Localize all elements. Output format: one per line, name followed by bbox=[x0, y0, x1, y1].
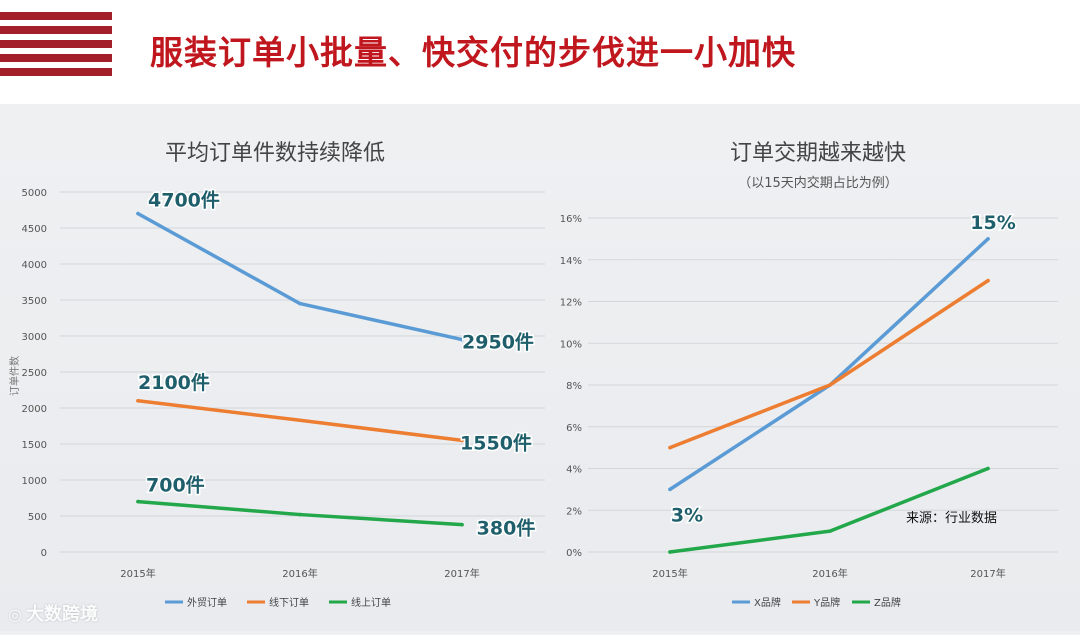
left-data-label: 380件 bbox=[477, 517, 536, 540]
left-x-tick-label: 2017年 bbox=[444, 567, 479, 580]
left-y-tick-label: 4500 bbox=[22, 224, 47, 235]
left-data-point bbox=[136, 211, 140, 216]
right-x-tick-label: 2015年 bbox=[652, 567, 687, 580]
left-data-label: 2950件 bbox=[462, 331, 534, 354]
left-x-tick-label: 2016年 bbox=[282, 567, 317, 580]
right-legend-label: X品牌 bbox=[754, 596, 781, 609]
right-data-point bbox=[828, 383, 832, 387]
left-data-point bbox=[136, 399, 140, 403]
page-title: 服装订单小批量、快交付的步伐进一小加快 bbox=[150, 33, 796, 72]
left-y-tick-label: 1000 bbox=[22, 476, 47, 487]
right-data-label: 15% bbox=[970, 212, 1015, 234]
right-data-point bbox=[828, 529, 832, 533]
right-y-tick-label: 0% bbox=[566, 548, 582, 559]
left-x-tick-label: 2015年 bbox=[120, 567, 155, 580]
right-data-point bbox=[986, 278, 990, 283]
left-y-tick-label: 4000 bbox=[22, 260, 47, 271]
right-data-point bbox=[668, 550, 672, 554]
left-data-label: 4700件 bbox=[148, 189, 220, 212]
right-legend-label: Z品牌 bbox=[874, 596, 901, 609]
charts-canvas: 平均订单件数持续降低 0 500 1000 1500 2000 2500 3000 3500 40… bbox=[8, 141, 1058, 609]
right-chart-title: 订单交期越来越快 bbox=[730, 141, 906, 166]
left-data-point bbox=[298, 512, 302, 517]
left-data-label: 2100件 bbox=[138, 371, 210, 394]
right-y-tick-label: 16% bbox=[560, 214, 582, 225]
left-y-tick-label: 2000 bbox=[22, 404, 47, 415]
right-y-tick-label: 6% bbox=[566, 423, 582, 434]
right-data-point bbox=[668, 487, 672, 492]
left-legend-label: 外贸订单 bbox=[187, 597, 227, 609]
left-data-point bbox=[460, 337, 464, 342]
right-data-point bbox=[986, 237, 990, 241]
right-data-point bbox=[986, 466, 990, 471]
left-data-point bbox=[460, 522, 464, 527]
source-note: 来源：行业数据 bbox=[906, 511, 998, 526]
right-data-point bbox=[668, 445, 672, 450]
right-y-tick-label: 8% bbox=[566, 381, 582, 392]
right-x-tick-label: 2016年 bbox=[812, 567, 847, 580]
right-y-tick-label: 10% bbox=[560, 339, 582, 350]
left-series-line-1 bbox=[136, 211, 464, 342]
left-y-tick-label: 3000 bbox=[22, 332, 47, 343]
right-y-tick-label: 12% bbox=[560, 298, 582, 309]
left-data-point bbox=[136, 499, 140, 504]
right-x-tick-label: 2017年 bbox=[970, 567, 1005, 580]
header-bar: 服装订单小批量、快交付的步伐进一小加快 bbox=[0, 0, 1080, 104]
left-y-tick-label: 5000 bbox=[22, 188, 47, 199]
left-y-tick-label: 3500 bbox=[22, 296, 47, 307]
watermark-logo-icon: ◎ bbox=[8, 605, 22, 624]
left-y-tick-label: 1500 bbox=[22, 440, 47, 451]
left-y-tick-label: 2500 bbox=[22, 368, 47, 379]
left-y-tick-label: 0 bbox=[41, 548, 47, 559]
left-data-point bbox=[298, 301, 302, 306]
left-y-tick-label: 500 bbox=[28, 512, 47, 523]
right-series-line-2 bbox=[668, 278, 990, 450]
header-stripes-decoration bbox=[0, 12, 112, 82]
left-legend-label: 线下订单 bbox=[269, 596, 309, 609]
right-y-tick-label: 4% bbox=[566, 465, 582, 476]
left-data-label: 700件 bbox=[146, 474, 205, 497]
right-y-tick-label: 2% bbox=[566, 506, 582, 517]
left-data-point bbox=[460, 438, 464, 443]
right-data-label: 3% bbox=[671, 504, 703, 526]
left-chart-title: 平均订单件数持续降低 bbox=[165, 141, 385, 166]
right-series-line-1 bbox=[668, 237, 990, 492]
left-data-point bbox=[298, 418, 302, 423]
right-chart-subtitle: （以15天内交期占比为例） bbox=[738, 175, 898, 191]
right-y-tick-label: 14% bbox=[560, 256, 582, 267]
watermark: ◎ 大数跨境 bbox=[8, 600, 98, 626]
left-y-axis-label: 订单件数 bbox=[8, 356, 21, 396]
right-legend-label: Y品牌 bbox=[813, 596, 840, 609]
left-data-label: 1550件 bbox=[460, 431, 532, 454]
left-legend-label: 线上订单 bbox=[351, 596, 391, 609]
watermark-text: 大数跨境 bbox=[25, 604, 98, 625]
chart-area: 平均订单件数持续降低 0 500 1000 1500 2000 2500 3000 3500 40… bbox=[0, 104, 1080, 631]
